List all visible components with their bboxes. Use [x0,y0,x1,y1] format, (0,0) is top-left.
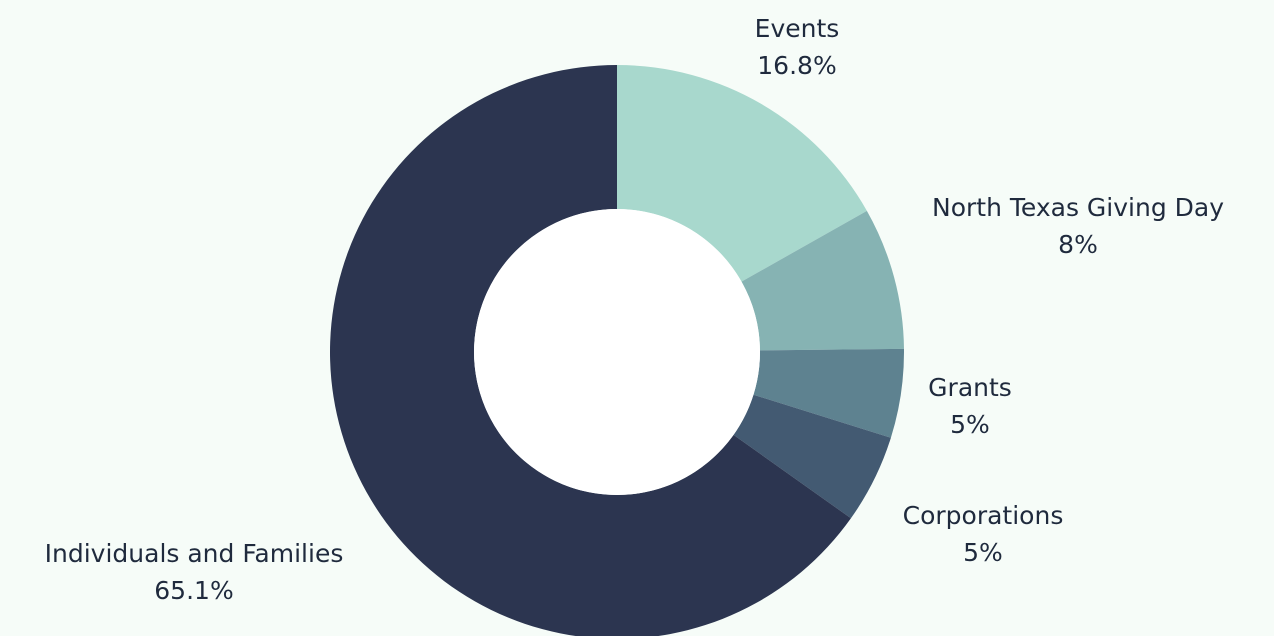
slice-name-individuals-and-families: Individuals and Families [44,539,344,568]
slice-label-corporations: Corporations 5% [903,497,1064,571]
slice-label-grants: Grants 5% [928,369,1012,443]
slice-name-grants: Grants [928,373,1012,402]
slice-value-grants: 5% [950,410,990,439]
slice-name-corporations: Corporations [902,501,1064,530]
slice-events [617,65,867,282]
slice-label-events: Events 16.8% [755,10,840,84]
donut-hole [474,209,760,495]
slice-name-events: Events [754,14,840,43]
slice-north-texas-giving-day [741,210,904,351]
slice-label-north-texas-giving-day: North Texas Giving Day 8% [932,189,1224,263]
slice-name-north-texas-giving-day: North Texas Giving Day [931,193,1225,222]
slice-grants [753,348,905,438]
slice-corporations [733,394,891,519]
slice-value-north-texas-giving-day: 8% [1058,230,1098,259]
slice-label-individuals-and-families: Individuals and Families 65.1% [45,535,344,609]
slice-individuals-and-families [330,65,851,636]
slice-value-events: 16.8% [757,51,837,80]
slice-value-individuals-and-families: 65.1% [154,576,234,605]
slice-value-corporations: 5% [963,538,1003,567]
